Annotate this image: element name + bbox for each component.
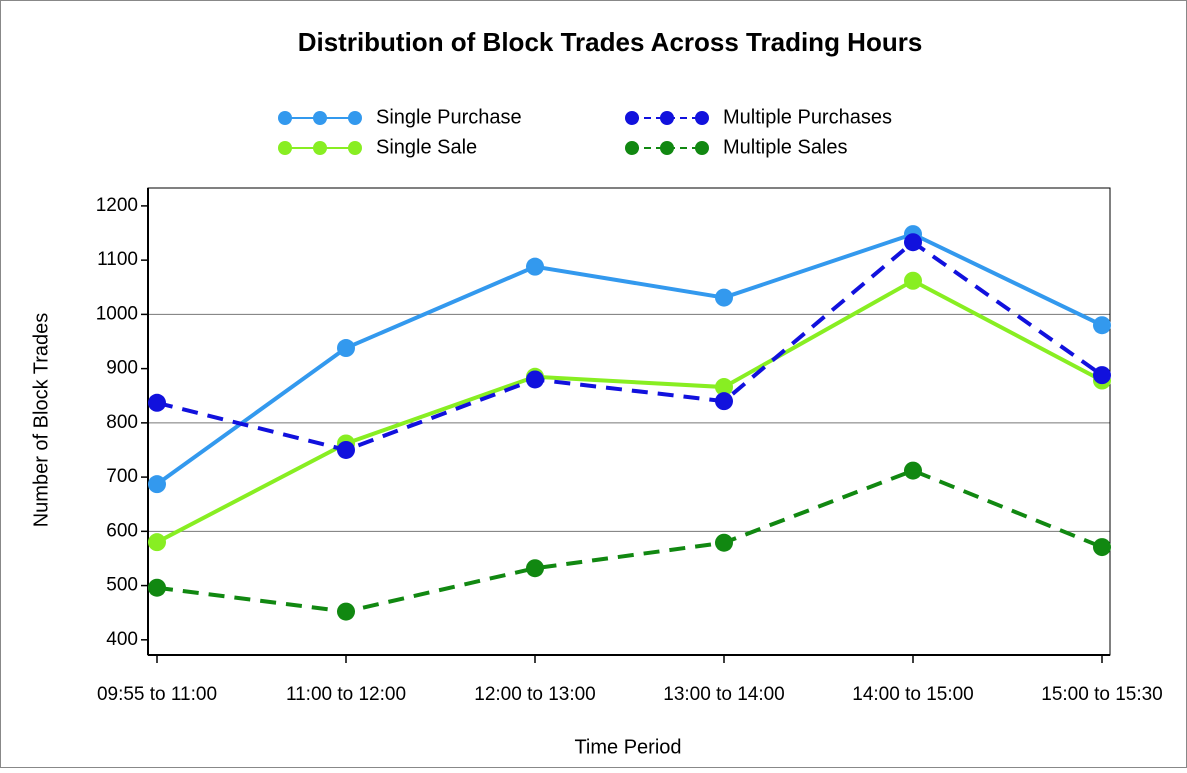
- legend-marker: [348, 141, 362, 155]
- x-tick-label: 12:00 to 13:00: [474, 684, 596, 705]
- data-point: [904, 461, 922, 480]
- x-tick-label: 09:55 to 11:00: [97, 684, 217, 705]
- data-point: [904, 271, 922, 290]
- chart-title: Distribution of Block Trades Across Trad…: [298, 27, 923, 57]
- legend-label: Multiple Purchases: [723, 106, 892, 128]
- y-tick-label: 800: [106, 412, 138, 433]
- data-point: [337, 602, 355, 621]
- data-point: [148, 533, 166, 552]
- x-tick-label: 15:00 to 15:30: [1041, 684, 1163, 705]
- data-point: [148, 393, 166, 412]
- data-point: [148, 475, 166, 494]
- data-point: [1093, 316, 1111, 335]
- y-tick-label: 600: [106, 520, 138, 541]
- x-tick-label: 11:00 to 12:00: [286, 684, 406, 705]
- y-tick-label: 700: [106, 466, 138, 487]
- data-point: [904, 233, 922, 252]
- legend-label: Single Purchase: [376, 106, 522, 128]
- legend-marker: [313, 141, 327, 155]
- x-tick-label: 14:00 to 15:00: [852, 684, 974, 705]
- legend-marker: [278, 111, 292, 125]
- data-point: [526, 559, 544, 578]
- data-point: [715, 378, 733, 397]
- legend-label: Multiple Sales: [723, 136, 848, 158]
- legend-marker: [625, 111, 639, 125]
- y-axis-label: Number of Block Trades: [30, 313, 52, 528]
- y-tick-label: 1000: [96, 303, 138, 324]
- legend-marker: [695, 141, 709, 155]
- legend-marker: [660, 111, 674, 125]
- legend-marker: [278, 141, 292, 155]
- data-point: [526, 370, 544, 389]
- y-tick-label: 900: [106, 358, 138, 379]
- data-point: [526, 257, 544, 276]
- data-point: [337, 339, 355, 358]
- series-line: [156, 239, 1104, 453]
- y-tick-label: 400: [106, 629, 138, 650]
- series-line: [156, 468, 1103, 614]
- legend-marker: [660, 141, 674, 155]
- x-axis-label: Time Period: [574, 736, 681, 758]
- data-point: [715, 288, 733, 307]
- data-point: [715, 533, 733, 552]
- data-point: [1093, 366, 1111, 385]
- data-point: [148, 578, 166, 597]
- series-line: [156, 278, 1103, 544]
- legend-marker: [695, 111, 709, 125]
- data-point: [337, 440, 355, 459]
- legend-marker: [313, 111, 327, 125]
- legend-marker: [625, 141, 639, 155]
- legend-marker: [348, 111, 362, 125]
- y-tick-label: 500: [106, 575, 138, 596]
- x-tick-label: 13:00 to 14:00: [663, 684, 785, 705]
- y-tick-label: 1100: [97, 249, 138, 270]
- y-tick-label: 1200: [96, 195, 138, 216]
- legend-label: Single Sale: [376, 136, 477, 158]
- data-point: [1093, 538, 1111, 557]
- series-line: [155, 231, 1103, 486]
- data-point: [715, 392, 733, 411]
